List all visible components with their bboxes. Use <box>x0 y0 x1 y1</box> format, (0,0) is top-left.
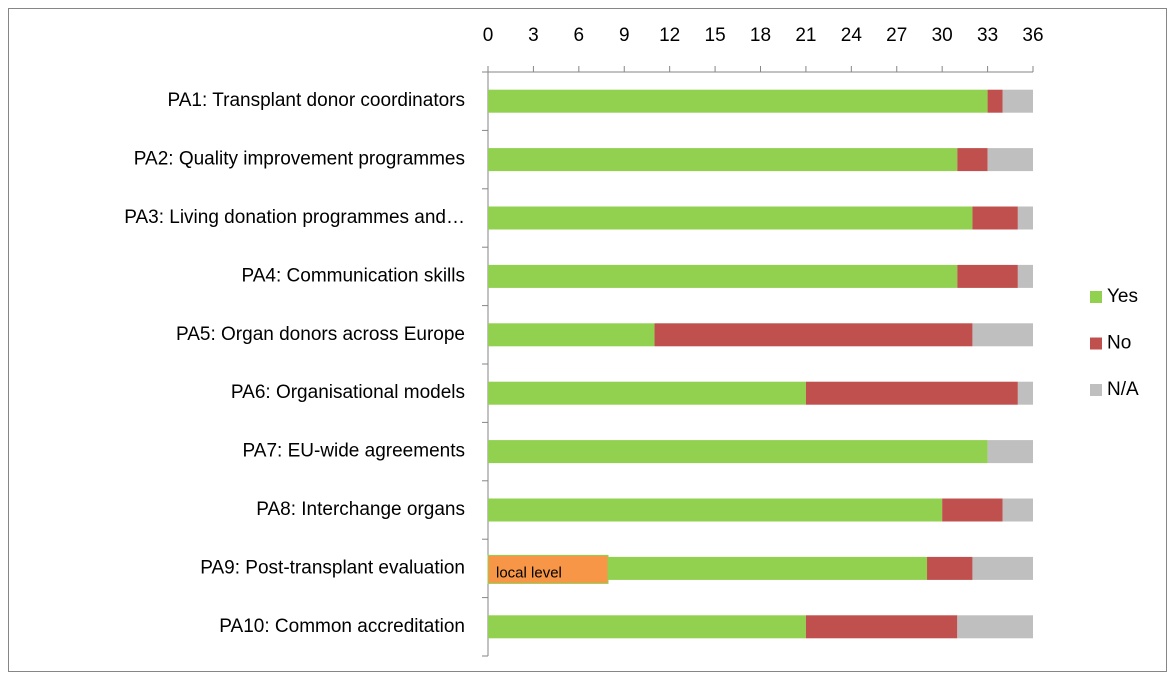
bar-segment <box>488 148 958 172</box>
legend-label: N/A <box>1107 379 1139 400</box>
bar-segment <box>1002 89 1033 113</box>
y-tick-label: PA10: Common accreditation <box>219 616 465 637</box>
annotation-box <box>487 554 609 584</box>
bar-segment <box>942 498 1003 522</box>
bar-segment <box>972 323 1033 347</box>
y-tick-label: PA9: Post-transplant evaluation <box>200 557 465 578</box>
bar-segment <box>488 440 988 464</box>
bar-segment <box>1002 498 1033 522</box>
legend-swatch <box>1090 384 1102 396</box>
bar-segment <box>488 89 988 113</box>
bar-segment <box>805 615 958 639</box>
bar-segment <box>488 323 655 347</box>
x-tick-label: 36 <box>1022 25 1043 46</box>
y-tick-label: PA8: Interchange organs <box>256 499 465 520</box>
bar-segment <box>957 264 1018 288</box>
x-tick-label: 24 <box>841 25 863 46</box>
bar-segment <box>1017 264 1033 288</box>
bar-segment <box>1017 381 1033 405</box>
bar-segment <box>987 89 1003 113</box>
y-tick-label: PA4: Communication skills <box>241 265 465 286</box>
legend-swatch <box>1090 337 1102 350</box>
x-tick-label: 27 <box>886 25 907 46</box>
bar-segment <box>805 381 1018 405</box>
x-tick-label: 3 <box>528 25 539 46</box>
x-tick-label: 30 <box>932 25 953 46</box>
bar-segment <box>1017 206 1033 230</box>
x-tick-label: 21 <box>795 25 816 46</box>
bar-segment <box>488 615 806 639</box>
bar-segment <box>488 206 973 230</box>
legend-label: No <box>1107 333 1131 354</box>
bar-segment <box>927 556 973 580</box>
y-tick-label: PA5: Organ donors across Europe <box>176 324 465 345</box>
x-tick-label: 15 <box>705 25 726 46</box>
x-tick-label: 33 <box>977 25 998 46</box>
annotation-text: local level <box>496 564 562 581</box>
bar-segment <box>972 206 1018 230</box>
y-tick-label: PA6: Organisational models <box>231 382 465 403</box>
legend-swatch <box>1090 291 1102 303</box>
bar-segment <box>957 615 1033 639</box>
legend-label: Yes <box>1107 286 1138 307</box>
bar-segment <box>957 148 988 172</box>
x-tick-label: 18 <box>750 25 771 46</box>
y-tick-label: PA1: Transplant donor coordinators <box>168 90 466 111</box>
bar-segment <box>987 148 1033 172</box>
bar-segment <box>488 381 806 405</box>
x-tick-label: 9 <box>619 25 630 46</box>
bar-segment <box>488 264 958 288</box>
x-tick-label: 12 <box>659 25 680 46</box>
x-tick-label: 6 <box>574 25 585 46</box>
x-tick-label: 0 <box>483 25 494 46</box>
bar-segment <box>987 440 1033 464</box>
bar-segment <box>972 556 1033 580</box>
y-tick-label: PA7: EU-wide agreements <box>243 441 465 462</box>
y-tick-label: PA3: Living donation programmes and… <box>124 207 465 228</box>
bar-segment <box>488 498 943 522</box>
y-tick-label: PA2: Quality improvement programmes <box>134 149 465 170</box>
bar-segment <box>654 323 973 347</box>
